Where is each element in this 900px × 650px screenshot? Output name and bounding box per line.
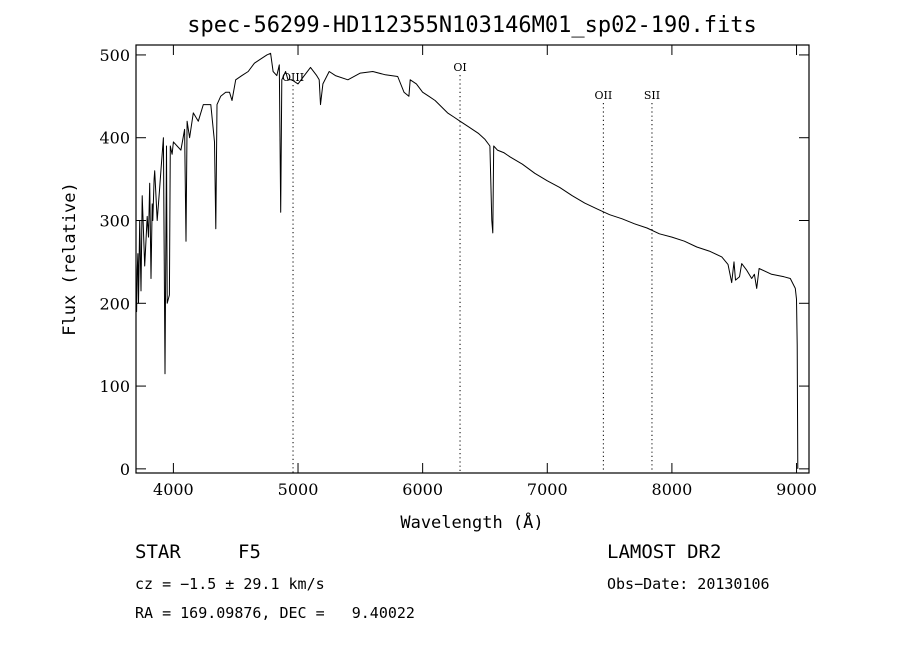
y-axis-label: Flux (relative) xyxy=(60,182,80,336)
x-tick-label: 6000 xyxy=(402,480,443,499)
line-marker-layer: OIII OI OII SII xyxy=(282,61,660,473)
emission-line-label: SII xyxy=(644,89,660,102)
chart-title: spec-56299-HD112355N103146M01_sp02-190.f… xyxy=(187,13,757,38)
object-type: STAR xyxy=(135,541,181,563)
y-tick-label: 500 xyxy=(99,46,130,65)
emission-line-label: OI xyxy=(453,61,466,74)
x-tick-label: 4000 xyxy=(153,480,194,499)
coordinates-text: RA = 169.09876, DEC = 9.40022 xyxy=(135,604,415,622)
spectrum-series-layer xyxy=(135,52,799,469)
y-tick-label: 0 xyxy=(120,460,130,479)
y-tick-label: 100 xyxy=(99,377,130,396)
axis-tick-labels: 4000 5000 6000 7000 8000 9000 0 100 200 300 400 500 xyxy=(99,46,816,499)
survey-name: LAMOST DR2 xyxy=(607,541,722,563)
y-tick-label: 200 xyxy=(99,294,130,313)
y-tick-label: 400 xyxy=(99,129,130,148)
x-axis-label: Wavelength (Å) xyxy=(400,511,543,533)
x-tick-label: 5000 xyxy=(278,480,319,499)
redshift-text: cz = −1.5 ± 29.1 km/s xyxy=(135,575,325,593)
y-tick-label: 300 xyxy=(99,212,130,231)
x-tick-label: 9000 xyxy=(776,480,817,499)
x-tick-label: 8000 xyxy=(652,480,693,499)
x-tick-label: 7000 xyxy=(527,480,568,499)
axis-ticks xyxy=(136,45,809,473)
spectral-subclass: F5 xyxy=(238,541,261,563)
emission-line-label: OIII xyxy=(282,71,304,84)
observation-date: Obs−Date: 20130106 xyxy=(607,575,770,593)
plot-frame xyxy=(135,44,810,474)
emission-line-label: OII xyxy=(595,89,613,102)
spectrum-line xyxy=(135,52,799,469)
